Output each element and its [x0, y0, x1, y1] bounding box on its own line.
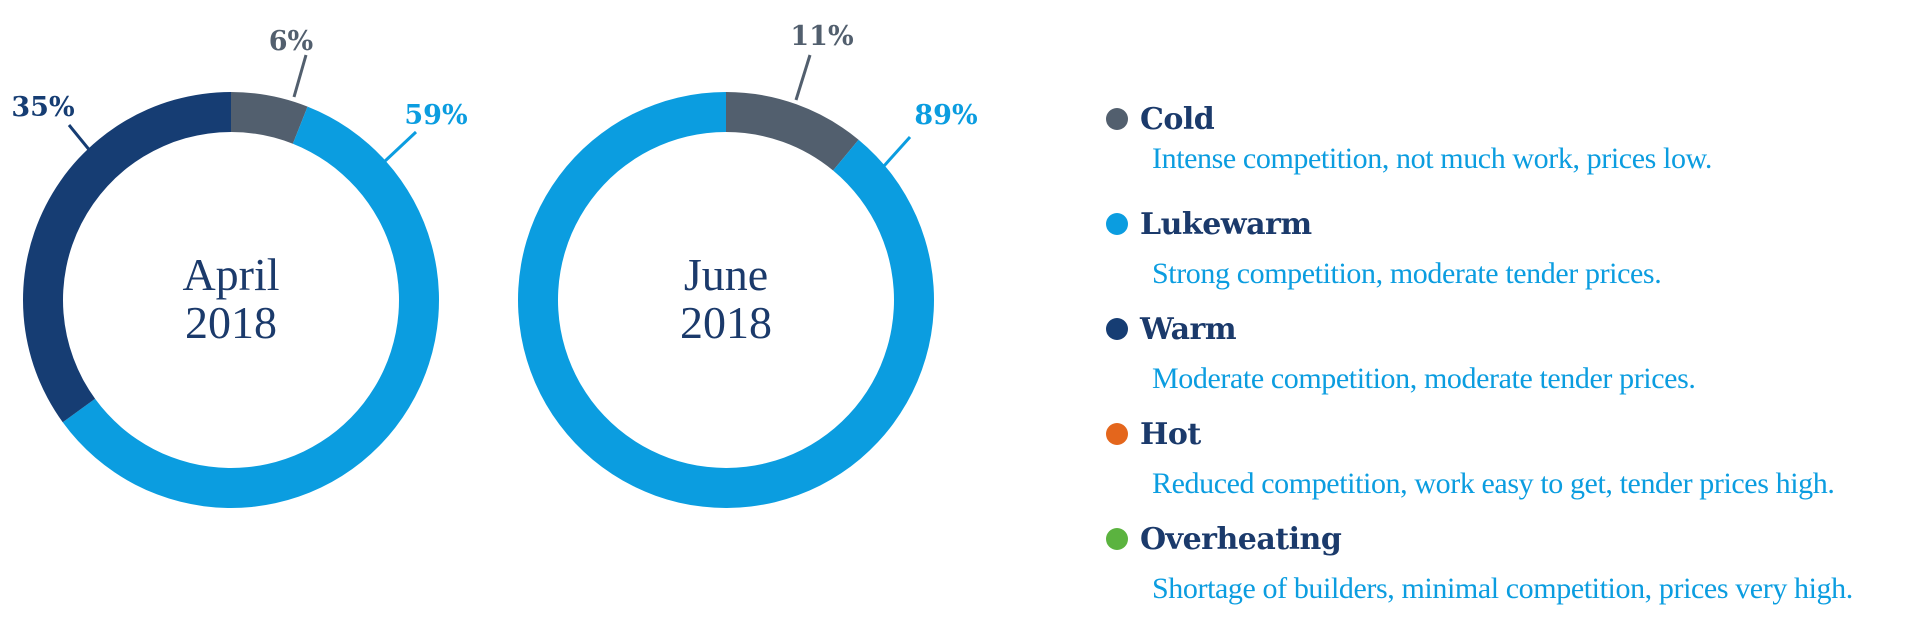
legend-description: Strong competition, moderate tender pric… — [1152, 257, 1662, 290]
slice-warm — [22, 92, 232, 423]
center-label-line: April — [182, 249, 279, 300]
legend-item-cold: Cold Intense competition, not much work,… — [1106, 96, 1906, 201]
center-label-line: June — [684, 249, 768, 300]
warm-dot-icon — [1106, 318, 1128, 340]
leader-line-lukewarm — [882, 135, 912, 168]
lukewarm-dot-icon — [1106, 213, 1128, 235]
legend-name: Lukewarm — [1140, 206, 1312, 242]
slice-cold — [231, 92, 308, 144]
legend-item-overheating: Overheating Shortage of builders, minima… — [1106, 516, 1906, 621]
leader-line-warm — [67, 124, 93, 153]
data-label-lukewarm: 59% — [404, 100, 467, 131]
legend-name: Overheating — [1140, 521, 1342, 557]
center-label-line: 2018 — [680, 297, 772, 348]
legend-name: Hot — [1140, 416, 1201, 452]
overheating-dot-icon — [1106, 528, 1128, 550]
legend-name: Cold — [1140, 101, 1215, 137]
data-label-warm: 35% — [11, 92, 74, 123]
legend-name: Warm — [1140, 311, 1237, 347]
leader-line-cold — [794, 54, 812, 101]
legend-item-hot: Hot Reduced competition, work easy to ge… — [1106, 411, 1906, 516]
leader-line-cold — [292, 54, 308, 98]
data-label-lukewarm: 89% — [914, 100, 977, 131]
legend-description: Reduced competition, work easy to get, t… — [1152, 467, 1835, 500]
hot-dot-icon — [1106, 423, 1128, 445]
slice-cold — [726, 92, 859, 171]
leader-line-lukewarm — [382, 130, 418, 164]
data-label-cold: 11% — [790, 21, 853, 52]
legend: Cold Intense competition, not much work,… — [1106, 96, 1906, 621]
legend-item-lukewarm: Lukewarm Strong competition, moderate te… — [1106, 201, 1906, 306]
legend-description: Intense competition, not much work, pric… — [1152, 142, 1712, 175]
data-label-cold: 6% — [269, 26, 313, 57]
cold-dot-icon — [1106, 108, 1128, 130]
legend-item-warm: Warm Moderate competition, moderate tend… — [1106, 306, 1906, 411]
center-label-line: 2018 — [185, 297, 277, 348]
legend-description: Shortage of builders, minimal competitio… — [1152, 572, 1853, 605]
legend-description: Moderate competition, moderate tender pr… — [1152, 362, 1696, 395]
